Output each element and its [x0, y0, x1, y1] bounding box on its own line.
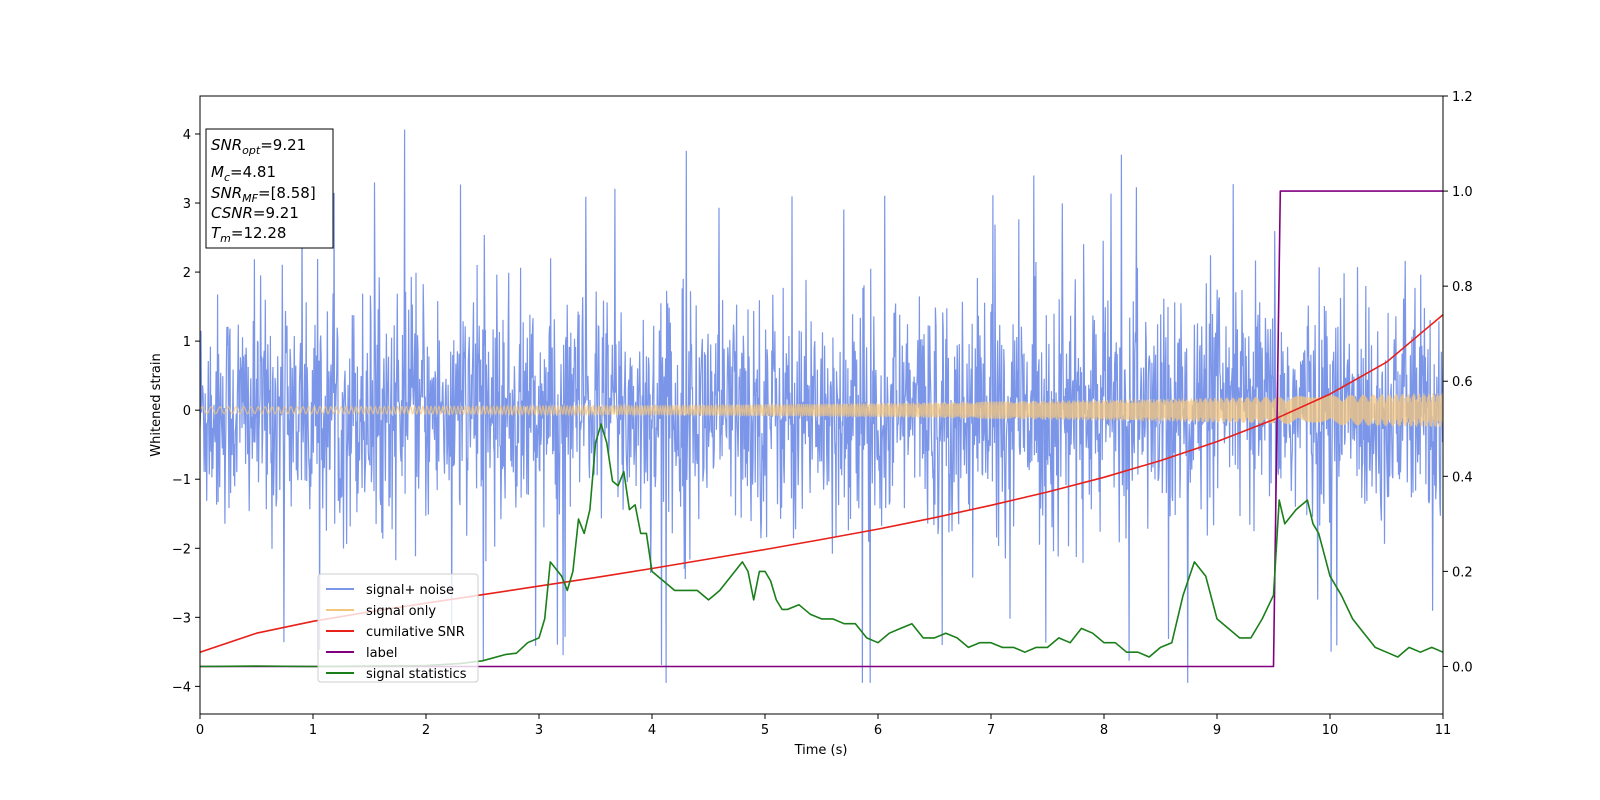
- annotation-subscript: m: [220, 232, 231, 245]
- y-tick-label: 4: [183, 128, 191, 143]
- y-tick-label: −4: [172, 680, 191, 695]
- legend-entry: label: [366, 646, 397, 661]
- legend: signal+ noise signal only cumilative SNR la…: [317, 573, 479, 683]
- x-axis: 0 1 2 3 4 5 6 7 8 9 10 11: [196, 714, 1451, 738]
- y-tick-label: 0: [183, 404, 191, 419]
- annotation-line: SNRMF=[8.58]: [211, 184, 316, 205]
- y-tick-label: −2: [172, 542, 191, 557]
- y-tick-label: 1: [183, 335, 191, 350]
- x-axis-label: Time (s): [794, 743, 848, 758]
- annotation-line: Mc=4.81: [211, 163, 276, 184]
- series-signal-statistics-line: [200, 423, 1443, 668]
- legend-entry: cumilative SNR: [366, 625, 465, 640]
- annotation-subscript: MF: [242, 192, 258, 205]
- x-tick-label: 1: [309, 723, 317, 738]
- annotation-line: Tm=12.28: [211, 224, 286, 245]
- annotation-value: =12.28: [231, 224, 287, 242]
- y2-tick-label: 0.0: [1452, 660, 1473, 675]
- y2-tick-label: 0.4: [1452, 470, 1473, 485]
- y-axis-right: 0.0 0.2 0.4 0.6 0.8 1.0 1.2: [1443, 90, 1473, 675]
- x-tick-label: 10: [1322, 723, 1339, 738]
- annotation-line: CSNR=9.21: [211, 204, 299, 222]
- annotation-variable: M: [211, 163, 224, 181]
- annotation-subscript: opt: [242, 144, 261, 157]
- y-tick-label: 3: [183, 197, 191, 212]
- legend-entry: signal statistics: [366, 667, 467, 682]
- y2-tick-label: 0.2: [1452, 565, 1473, 580]
- annotation-value: =4.81: [230, 163, 276, 181]
- annotation-value: =[8.58]: [258, 184, 316, 202]
- x-tick-label: 5: [761, 723, 769, 738]
- y-tick-label: 2: [183, 266, 191, 281]
- annotation-subscript: c: [224, 171, 230, 184]
- x-tick-label: 8: [1100, 723, 1108, 738]
- x-tick-label: 2: [422, 723, 430, 738]
- y2-tick-label: 0.8: [1452, 280, 1473, 295]
- annotation-value: =9.21: [260, 136, 306, 154]
- y-axis-left: −4 −3 −2 −1 0 1 2 3 4: [172, 128, 200, 695]
- annotation-variable: CSNR: [211, 204, 253, 222]
- x-tick-label: 4: [648, 723, 656, 738]
- legend-frame: [317, 573, 479, 683]
- series-signal-noise-line: [200, 129, 1443, 683]
- y-axis-label: Whitened strain: [149, 353, 164, 456]
- x-tick-label: 11: [1435, 723, 1452, 738]
- series-label-line: [200, 190, 1443, 668]
- y-tick-label: −3: [172, 611, 191, 626]
- y2-tick-label: 1.2: [1452, 90, 1473, 105]
- metrics-annotation-box: SNRopt=9.21Mc=4.81SNRMF=[8.58]CSNR=9.21T…: [205, 128, 334, 249]
- annotation-variable: T: [211, 224, 222, 242]
- annotation-frame: [205, 128, 334, 249]
- annotation-line: SNRopt=9.21: [211, 136, 306, 157]
- y-tick-label: −1: [172, 473, 191, 488]
- annotation-variable: SNR: [211, 136, 242, 154]
- legend-entry: signal only: [366, 604, 436, 619]
- legend-entry: signal+ noise: [366, 583, 454, 598]
- series-signal-only-line: [200, 392, 1443, 427]
- annotation-value: =9.21: [253, 204, 299, 222]
- x-tick-label: 6: [874, 723, 882, 738]
- plot-frame: [199, 95, 1444, 715]
- x-tick-label: 9: [1213, 723, 1221, 738]
- y2-tick-label: 1.0: [1452, 185, 1473, 200]
- annotation-variable: SNR: [211, 184, 242, 202]
- x-tick-label: 3: [535, 723, 543, 738]
- x-tick-label: 0: [196, 723, 204, 738]
- y2-tick-label: 0.6: [1452, 375, 1473, 390]
- x-tick-label: 7: [987, 723, 995, 738]
